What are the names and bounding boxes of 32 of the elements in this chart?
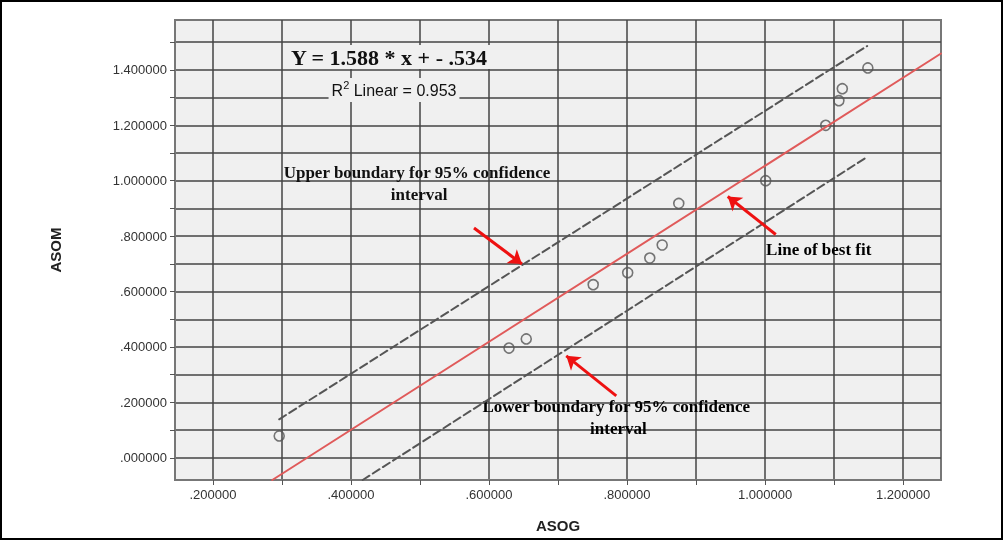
x-tick-label: .600000 <box>465 487 513 502</box>
point <box>621 266 634 279</box>
point <box>643 252 656 264</box>
point <box>520 333 533 345</box>
y-tick-label: .600000 <box>120 284 167 300</box>
x-tick-label: 1.000000 <box>737 487 793 502</box>
point <box>672 197 685 210</box>
point <box>273 430 285 442</box>
point <box>833 94 845 107</box>
point <box>819 119 832 132</box>
point <box>759 174 772 187</box>
x-tick-label: 1.200000 <box>875 487 931 502</box>
y-axis-title: ASOM <box>47 227 64 273</box>
y-tick-label: .800000 <box>120 228 167 244</box>
point <box>656 239 668 251</box>
point <box>836 82 849 95</box>
y-tick-label: 1.400000 <box>112 62 167 78</box>
x-tick-label: .400000 <box>327 487 375 502</box>
point <box>503 342 515 354</box>
y-tick-label: 1.200000 <box>112 117 167 133</box>
point <box>862 62 874 74</box>
annotation: Line of best fit <box>766 240 872 260</box>
y-tick-label: .200000 <box>120 394 167 410</box>
y-tick-label: 1.000000 <box>112 173 167 189</box>
y-tick-label: .000000 <box>120 450 167 466</box>
point <box>587 278 599 291</box>
annotation: Y = 1.588 * x + - .534 <box>291 44 487 70</box>
annotation: Lower boundary for 95% confidence interval <box>482 397 751 439</box>
x-axis-title: ASOG <box>535 517 581 534</box>
x-tick-label: .200000 <box>189 487 237 502</box>
x-tick-label: .800000 <box>603 487 651 502</box>
y-tick-label: .400000 <box>120 339 167 355</box>
